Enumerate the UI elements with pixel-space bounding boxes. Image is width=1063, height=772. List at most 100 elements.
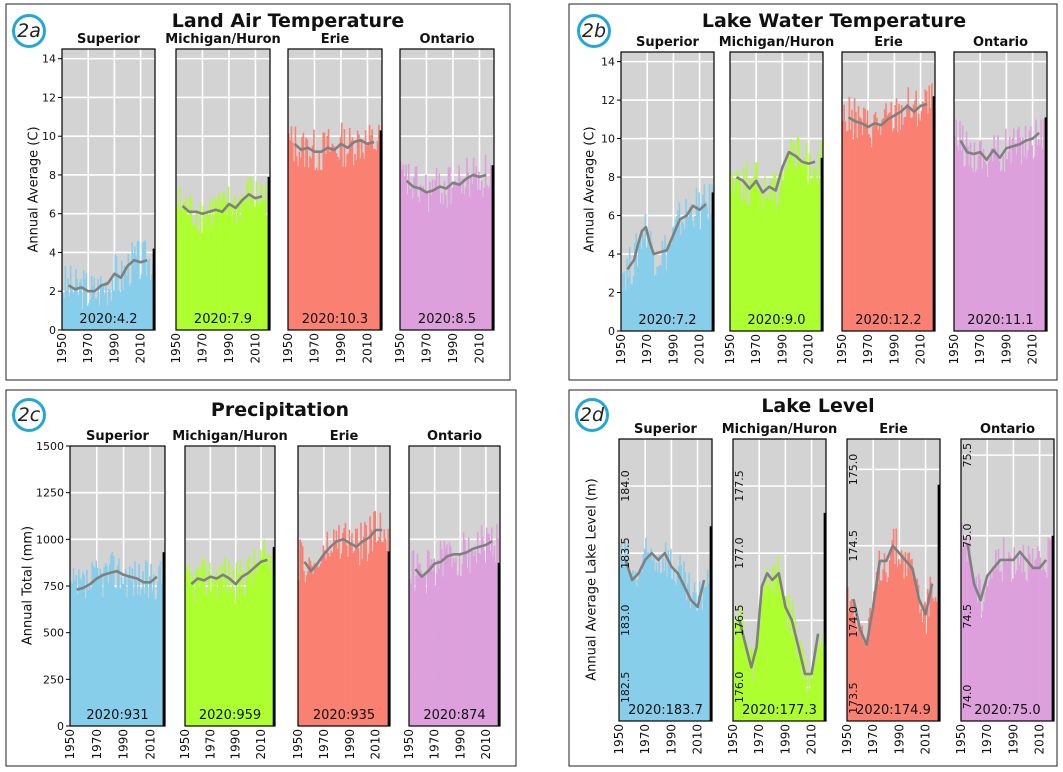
annual-bar [360, 139, 363, 330]
annual-bar [417, 197, 419, 330]
x-tick-label: 1950 [723, 334, 737, 365]
annual-bar [135, 256, 137, 330]
annual-bar [649, 230, 652, 331]
annual-bar [480, 180, 483, 330]
annual-bar [882, 569, 884, 721]
annual-bar [864, 108, 866, 331]
annual-bar [127, 575, 130, 726]
annual-bar [84, 598, 87, 726]
annual-bar [858, 628, 861, 721]
annual-bar [411, 198, 414, 330]
annual-bar [865, 122, 868, 331]
y-tick-label: 75.5 [961, 443, 974, 468]
annual-bar [130, 283, 132, 330]
annual-bar [661, 240, 664, 331]
annual-bar [132, 595, 135, 726]
annual-bar [414, 590, 416, 726]
y-tick-label: 8 [608, 171, 615, 184]
y-tick-label: 183.5 [619, 537, 632, 569]
annual-bar [76, 594, 79, 726]
annual-bar [83, 574, 86, 726]
annual-bar [998, 161, 1001, 331]
annual-bar [817, 153, 820, 331]
annual-bar [90, 275, 93, 330]
annual-bar [660, 572, 663, 721]
annual-bar [264, 183, 267, 330]
annual-bar [102, 283, 105, 330]
x-tick-label: 1950 [393, 333, 407, 364]
annual-bar [621, 559, 624, 721]
annual-bar [143, 241, 145, 330]
annual-bar [815, 649, 818, 721]
annual-bar [220, 579, 223, 726]
annual-bar [206, 210, 209, 330]
annual-bar [423, 576, 425, 726]
annual-bar [264, 562, 267, 726]
annual-bar [247, 561, 249, 726]
annual-bar [251, 194, 254, 330]
annual-bar [155, 598, 158, 726]
y-tick-label: 0 [57, 720, 64, 733]
annual-bar [864, 644, 866, 721]
annual-bar [94, 568, 96, 726]
annual-bar [416, 553, 419, 726]
annual-bar [647, 232, 649, 331]
annual-bar [491, 527, 493, 726]
annual-bar [980, 617, 983, 721]
annual-bar [757, 190, 760, 331]
annual-bar [343, 129, 346, 330]
annual-bar [193, 225, 195, 330]
plot-frame [732, 438, 827, 722]
annual-bar [998, 571, 1001, 721]
annual-bar [1008, 552, 1010, 721]
annual-bar [428, 551, 430, 726]
annual-bar [253, 548, 256, 726]
annual-bar [480, 525, 483, 726]
y-tick-label: 750 [43, 580, 64, 593]
annual-bar [736, 170, 739, 331]
annual-bar [410, 187, 413, 330]
annual-bar [361, 559, 364, 726]
x-tick-label: 2010 [360, 333, 374, 364]
annual-bar [651, 242, 653, 331]
plot-frame [620, 51, 715, 332]
annual-bar [367, 141, 370, 330]
y-tick-label: 182.5 [619, 672, 632, 704]
annual-bar [1009, 136, 1011, 331]
annual-bar [235, 562, 238, 726]
annual-bar [362, 536, 365, 726]
annual-bar [132, 253, 135, 330]
annual-bar [961, 522, 963, 721]
annual-bar [804, 160, 807, 331]
annual-bar [984, 161, 986, 331]
annual-bar [64, 265, 67, 330]
annual-bar [683, 229, 686, 331]
annual-bar [703, 184, 706, 331]
annual-bar [415, 166, 418, 330]
annual-bar [106, 566, 108, 726]
annual-bar [421, 187, 423, 330]
annual-bar [677, 566, 680, 721]
annual-bar [230, 206, 232, 330]
annual-bar [782, 180, 785, 331]
annual-bar [978, 140, 981, 331]
annual-bar [149, 280, 152, 330]
annual-bar [814, 643, 816, 721]
annual-bar [75, 574, 77, 726]
annual-bar [671, 579, 674, 721]
annual-bar [139, 279, 141, 330]
annual-bar [961, 125, 964, 332]
annual-bar [123, 266, 126, 330]
annual-bar [445, 194, 447, 330]
annual-bar [1023, 156, 1026, 331]
annual-bar [313, 129, 315, 330]
annual-bar [140, 589, 143, 726]
annual-bar [761, 598, 764, 721]
annual-bar [204, 562, 206, 726]
annual-bar [624, 289, 627, 331]
annual-bar [653, 556, 655, 721]
annual-bar [679, 235, 682, 331]
annual-bar [322, 545, 325, 726]
annual-bar [1027, 545, 1030, 721]
plot-frame [618, 438, 713, 722]
